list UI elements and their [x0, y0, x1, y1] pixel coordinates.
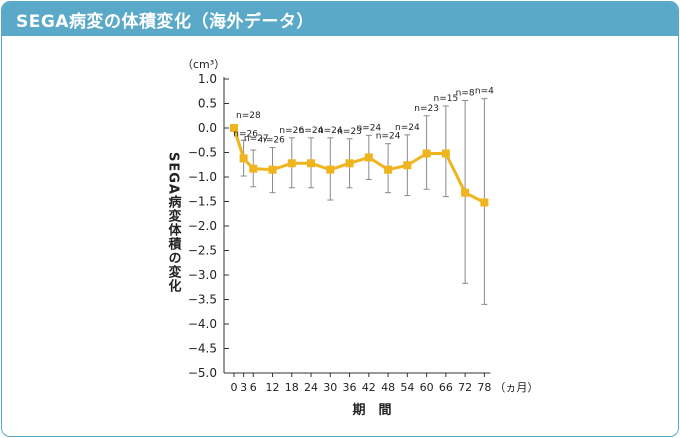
x-unit-label: （ヵ月） — [494, 381, 538, 394]
data-point — [384, 165, 393, 174]
chart-title: SEGA病変の体積変化（海外データ） — [16, 11, 314, 32]
x-tick-label: 42 — [362, 381, 376, 394]
y-tick-label: −3.0 — [188, 268, 217, 282]
x-tick-label: 24 — [304, 381, 318, 394]
data-point — [441, 149, 450, 158]
x-tick-label: 66 — [439, 381, 453, 394]
n-label: n=15 — [434, 94, 459, 104]
n-label: n=8 — [456, 89, 475, 99]
y-tick-label: −2.0 — [188, 219, 217, 233]
y-tick-label: −1.0 — [188, 170, 217, 184]
x-tick-label: 30 — [323, 381, 337, 394]
x-axis-title: 期 間 — [352, 403, 391, 418]
n-label: n=24 — [318, 126, 343, 136]
n-label: n=26 — [260, 136, 285, 146]
n-label: n=23 — [414, 104, 439, 114]
data-point — [461, 188, 470, 197]
x-tick-label: 78 — [477, 381, 491, 394]
y-tick-label: −4.5 — [188, 342, 217, 356]
x-tick-label: 60 — [420, 381, 434, 394]
data-point — [287, 159, 296, 168]
n-label: n=26 — [279, 126, 304, 136]
n-label: n=28 — [236, 111, 261, 121]
x-tick-label: 72 — [458, 381, 472, 394]
x-tick-label: 6 — [250, 381, 257, 394]
n-label: n=27 — [244, 134, 269, 144]
x-tick-label: 54 — [400, 381, 414, 394]
x-tick-label: 3 — [240, 381, 247, 394]
x-tick-label: 36 — [343, 381, 357, 394]
chart-title-bar: SEGA病変の体積変化（海外データ） — [2, 2, 678, 36]
data-point — [249, 164, 258, 173]
x-tick-label: 48 — [381, 381, 395, 394]
n-label: n=23 — [337, 127, 362, 137]
data-point — [230, 124, 238, 132]
y-tick-label: −3.5 — [188, 293, 217, 307]
n-label: n=24 — [395, 123, 420, 133]
n-label: n=24 — [356, 123, 381, 133]
data-point — [268, 165, 277, 174]
y-tick-label: 1.0 — [198, 72, 217, 86]
data-point — [403, 161, 412, 170]
y-tick-label: −5.0 — [188, 366, 217, 380]
x-tick-label: 0 — [231, 381, 238, 394]
n-label: n=4 — [475, 87, 494, 97]
y-tick-label: −1.5 — [188, 195, 217, 209]
n-label: n=24 — [376, 132, 401, 142]
y-tick-label: −2.5 — [188, 244, 217, 258]
data-point — [307, 159, 316, 168]
y-tick-label: −0.5 — [188, 146, 217, 160]
data-point — [345, 159, 354, 168]
x-tick-label: 12 — [266, 381, 280, 394]
data-point — [480, 198, 489, 207]
data-point — [422, 149, 431, 158]
y-unit-label: （cm³） — [182, 58, 225, 71]
data-point — [239, 154, 248, 163]
y-tick-label: 0.0 — [198, 121, 217, 135]
x-tick-label: 18 — [285, 381, 299, 394]
data-point — [326, 165, 335, 174]
n-label: n=26 — [233, 129, 258, 139]
y-tick-label: 0.5 — [198, 97, 217, 111]
n-label: n=24 — [299, 126, 324, 136]
data-point — [364, 153, 373, 162]
y-tick-label: −4.0 — [188, 317, 217, 331]
y-axis-title: SEGA病変体積の変化 — [166, 152, 183, 293]
